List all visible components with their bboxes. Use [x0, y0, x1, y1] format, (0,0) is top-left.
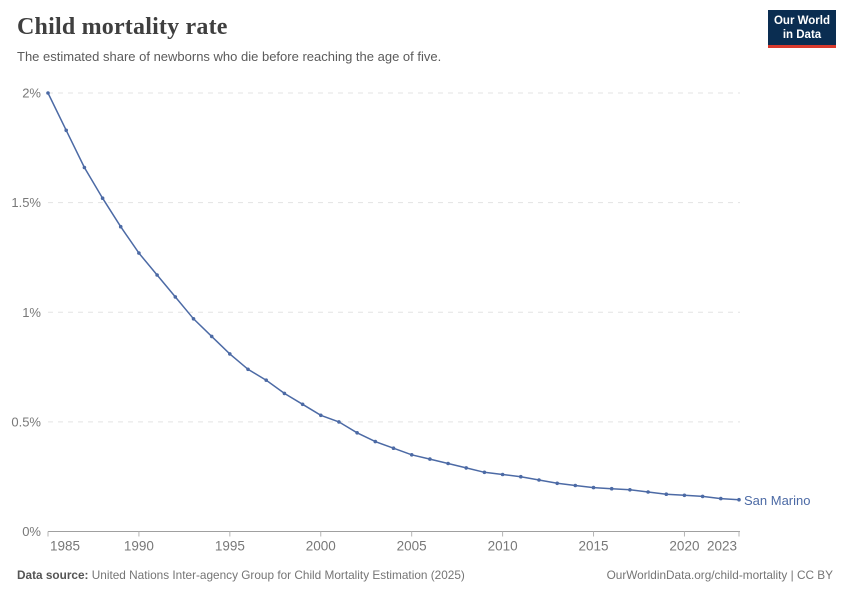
data-point[interactable]	[664, 492, 669, 497]
logo-text-line2: in Data	[782, 29, 822, 41]
data-point[interactable]	[628, 488, 632, 492]
data-point[interactable]	[573, 483, 578, 488]
x-tick-label: 2015	[579, 539, 609, 554]
data-point[interactable]	[482, 470, 487, 475]
data-point[interactable]	[609, 486, 614, 491]
data-point[interactable]	[300, 402, 305, 407]
x-tick-label: 1985	[50, 539, 80, 554]
data-point[interactable]	[209, 334, 214, 339]
x-tick-label: 2020	[669, 539, 699, 554]
data-point[interactable]	[446, 461, 450, 466]
data-point[interactable]	[682, 493, 687, 498]
data-point[interactable]	[646, 490, 650, 494]
data-point[interactable]	[173, 295, 178, 299]
data-point[interactable]	[355, 431, 359, 435]
data-source: Data source: United Nations Inter-agency…	[17, 568, 465, 582]
data-point[interactable]	[100, 196, 105, 200]
data-point[interactable]	[64, 128, 68, 133]
data-point[interactable]	[500, 472, 505, 477]
data-point[interactable]	[228, 352, 232, 356]
footer-link[interactable]: OurWorldinData.org/child-mortality | CC …	[606, 568, 833, 582]
data-point[interactable]	[137, 251, 141, 255]
data-point[interactable]	[46, 91, 50, 95]
data-point[interactable]	[519, 474, 523, 479]
data-point[interactable]	[373, 439, 378, 444]
page-title: Child mortality rate	[17, 14, 228, 40]
entity-label[interactable]: San Marino	[744, 493, 811, 508]
y-axis-label: 2%	[22, 86, 41, 101]
header: Child mortality rate The estimated share…	[17, 14, 750, 64]
x-tick-label: 1990	[124, 539, 154, 554]
page-subtitle: The estimated share of newborns who die …	[17, 49, 442, 64]
data-point[interactable]	[737, 497, 741, 502]
x-tick-label: 1995	[215, 539, 245, 554]
y-axis-label: 0.5%	[11, 414, 41, 429]
x-tick-label: 2000	[306, 539, 336, 554]
x-tick-label: 2010	[488, 539, 518, 554]
data-point[interactable]	[319, 413, 323, 418]
data-point[interactable]	[191, 317, 196, 321]
data-point[interactable]	[246, 367, 250, 372]
data-point[interactable]	[700, 494, 705, 499]
y-axis-label: 1.5%	[11, 195, 41, 210]
mortality-line[interactable]	[47, 92, 740, 501]
data-point[interactable]	[264, 378, 269, 383]
data-point[interactable]	[118, 224, 123, 229]
data-source-text: United Nations Inter-agency Group for Ch…	[88, 568, 465, 582]
data-source-label: Data source:	[17, 568, 89, 582]
data-point[interactable]	[537, 478, 541, 482]
y-axis-label: 1%	[22, 305, 41, 320]
x-tick-label: 2023	[707, 539, 737, 554]
data-point[interactable]	[155, 273, 159, 277]
data-point[interactable]	[282, 391, 287, 396]
footer: Data source: United Nations Inter-agency…	[17, 568, 833, 582]
data-point[interactable]	[409, 453, 414, 457]
data-point[interactable]	[337, 420, 341, 424]
x-tick-label: 2005	[397, 539, 427, 554]
data-point[interactable]	[82, 165, 87, 170]
data-point[interactable]	[464, 466, 469, 470]
data-point[interactable]	[428, 457, 432, 461]
logo-text-line1: Our World	[773, 15, 830, 27]
y-axis-label: 0%	[22, 524, 41, 539]
data-point[interactable]	[719, 496, 723, 501]
owid-logo[interactable]: Our World in Data	[768, 10, 836, 48]
data-point[interactable]	[555, 481, 559, 486]
data-point[interactable]	[391, 446, 396, 451]
data-point[interactable]	[591, 485, 596, 490]
